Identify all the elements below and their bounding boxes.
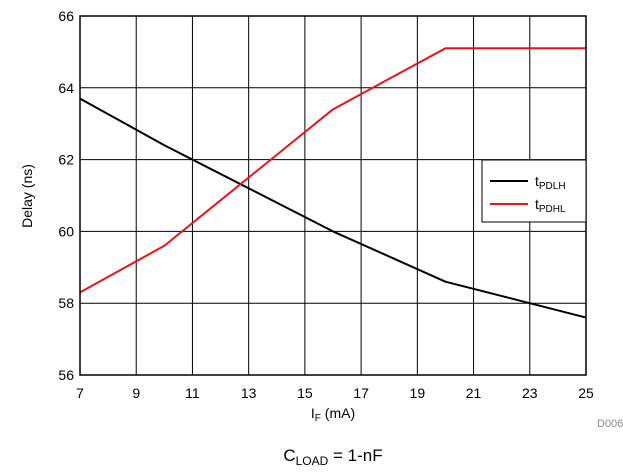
x-axis-title-main: I — [311, 405, 315, 421]
x-axis-title: IF (mA) — [311, 405, 355, 424]
caption-rest: = 1-nF — [328, 446, 382, 465]
y-tick-64: 64 — [58, 80, 74, 96]
x-tick-17: 17 — [353, 385, 369, 401]
x-tick-labels: 7 9 11 13 15 17 19 21 23 25 — [76, 385, 594, 401]
legend-label-tpdlh-sub: PDLH — [539, 181, 566, 192]
legend-label-tpdlh: tPDLH — [535, 173, 566, 192]
series-line-tpdhl — [79, 47, 586, 294]
y-tick-58: 58 — [58, 295, 74, 311]
y-tick-labels: 56 58 60 62 64 66 — [58, 8, 74, 383]
legend-label-tpdlh-main: t — [535, 173, 539, 189]
series-lines — [79, 47, 587, 319]
legend: tPDLH tPDHL — [481, 159, 587, 223]
legend-label-tpdhl: tPDHL — [535, 196, 566, 215]
x-tick-19: 19 — [410, 385, 426, 401]
figure-code: D006 — [597, 418, 623, 430]
x-tick-15: 15 — [297, 385, 313, 401]
x-tick-21: 21 — [466, 385, 482, 401]
series-line-tpdlh — [79, 97, 587, 319]
x-tick-7: 7 — [76, 385, 84, 401]
y-tick-56: 56 — [58, 367, 74, 383]
chart-caption: CLOAD = 1-nF — [283, 446, 382, 468]
y-tick-60: 60 — [58, 223, 74, 239]
legend-label-tpdhl-sub: PDHL — [539, 204, 566, 215]
legend-label-tpdhl-main: t — [535, 196, 539, 212]
x-tick-13: 13 — [241, 385, 257, 401]
caption-main: C — [283, 446, 295, 465]
caption-sub: LOAD — [296, 454, 329, 468]
legend-box — [481, 159, 587, 223]
x-tick-25: 25 — [578, 385, 594, 401]
x-axis-title-rest: (mA) — [321, 405, 355, 421]
y-tick-62: 62 — [58, 152, 74, 168]
y-axis-title: Delay (ns) — [19, 164, 35, 228]
x-tick-9: 9 — [132, 385, 140, 401]
x-axis-title-sub: F — [315, 413, 321, 424]
x-tick-23: 23 — [522, 385, 538, 401]
y-tick-66: 66 — [58, 8, 74, 24]
x-tick-11: 11 — [185, 385, 200, 401]
